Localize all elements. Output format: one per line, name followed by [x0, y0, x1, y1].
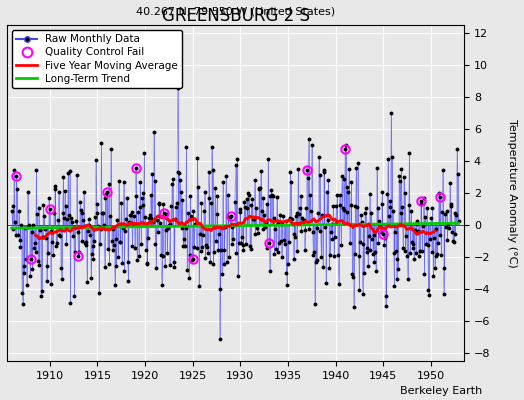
Title: GREENSBURG 2 S: GREENSBURG 2 S — [161, 7, 310, 25]
Text: Berkeley Earth: Berkeley Earth — [400, 386, 482, 396]
Y-axis label: Temperature Anomaly (°C): Temperature Anomaly (°C) — [507, 119, 517, 268]
Legend: Raw Monthly Data, Quality Control Fail, Five Year Moving Average, Long-Term Tren: Raw Monthly Data, Quality Control Fail, … — [12, 30, 182, 88]
Text: 40.267 N, 79.550 W (United States): 40.267 N, 79.550 W (United States) — [136, 6, 335, 16]
